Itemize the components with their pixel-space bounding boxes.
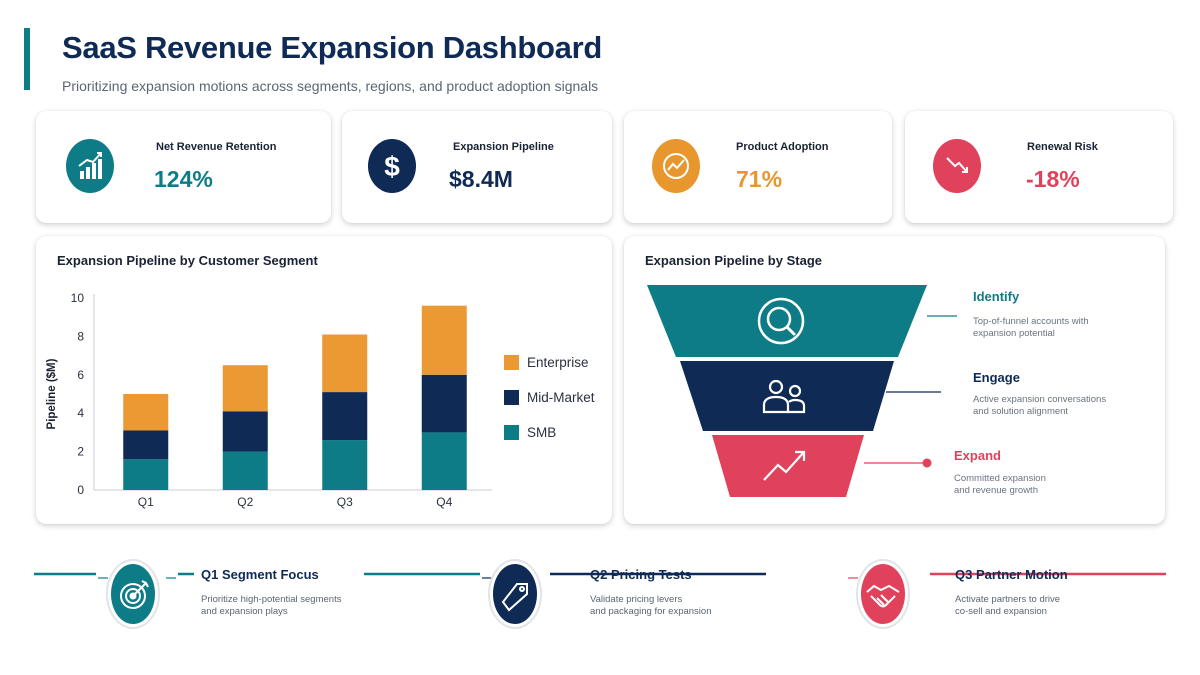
funnel-stage-expand <box>712 435 864 497</box>
legend-swatch <box>504 425 519 440</box>
funnel-stage-engage <box>680 361 894 431</box>
bar-smb-q1 <box>123 459 169 490</box>
magnifier-icon <box>757 297 805 345</box>
users-icon <box>762 379 806 414</box>
funnel-graphic <box>647 285 957 497</box>
bar-mid-market-q1 <box>123 430 169 460</box>
y-tick-label: 0 <box>77 483 84 497</box>
kpi-label: Expansion Pipeline <box>453 141 554 153</box>
page-title: SaaS Revenue Expansion Dashboard <box>62 30 602 65</box>
stage-desc-expand: Committed expansion and revenue growth <box>954 473 1046 496</box>
stage-name-engage: Engage <box>973 370 1020 385</box>
y-tick-label: 6 <box>77 368 84 382</box>
y-axis-label: Pipeline ($M) <box>46 358 58 429</box>
x-tick-label: Q4 <box>436 495 452 509</box>
bar-enterprise-q4 <box>421 305 467 375</box>
roadmap-title-q3: Q3 Partner Motion <box>955 567 1068 582</box>
title-accent-bar <box>24 28 30 90</box>
svg-text:$: $ <box>384 151 400 182</box>
y-tick-label: 2 <box>77 445 84 459</box>
kpi-value: 71% <box>736 166 783 192</box>
roadmap-title-q2: Q2 Pricing Tests <box>590 567 692 582</box>
legend-label: Mid-Market <box>527 390 595 405</box>
roadmap-desc-q2: Validate pricing levers and packaging for… <box>590 594 712 617</box>
kpi-card-expansion-pipeline[interactable]: $ Expansion Pipeline $8.4M <box>342 111 612 223</box>
gauge-icon <box>652 139 700 193</box>
bar-mid-market-q4 <box>421 374 467 433</box>
roadmap-lines <box>34 559 1166 629</box>
bar-enterprise-q3 <box>322 334 368 393</box>
y-tick-label: 10 <box>71 291 85 305</box>
trend-down-icon <box>933 139 981 193</box>
kpi-card-renewal-risk[interactable]: Renewal Risk -18% <box>905 111 1173 223</box>
roadmap-title-q1: Q1 Segment Focus <box>201 567 319 582</box>
bar-smb-q4 <box>421 432 467 490</box>
page-subtitle: Prioritizing expansion motions across se… <box>62 78 599 94</box>
kpi-value: -18% <box>1026 166 1080 192</box>
bar-smb-q2 <box>222 451 268 490</box>
bar-chart-up-icon <box>66 139 114 193</box>
bar-smb-q3 <box>322 440 368 490</box>
y-tick-label: 4 <box>77 406 84 420</box>
bar-mid-market-q2 <box>222 411 268 452</box>
target-icon <box>120 580 149 609</box>
kpi-label: Product Adoption <box>736 141 829 153</box>
roadmap-desc-q3: Activate partners to drive co-sell and ex… <box>955 594 1061 617</box>
kpi-label: Net Revenue Retention <box>156 141 277 153</box>
kpi-value: $8.4M <box>449 166 513 192</box>
legend-swatch <box>504 355 519 370</box>
x-tick-label: Q2 <box>237 495 253 509</box>
funnel-stage-identify <box>647 285 927 357</box>
legend-label: SMB <box>527 425 556 440</box>
bar-mid-market-q3 <box>322 392 368 441</box>
kpi-card-net-revenue-retention[interactable]: Net Revenue Retention 124% <box>36 111 331 223</box>
trend-up-icon <box>763 450 806 481</box>
stage-name-expand: Expand <box>954 448 1001 463</box>
segment-chart-panel: Expansion Pipeline by Customer Segment 0… <box>36 236 612 524</box>
roadmap-desc-q1: Prioritize high-potential segments and ex… <box>201 594 342 617</box>
dollar-icon: $ <box>368 139 416 193</box>
x-tick-label: Q1 <box>138 495 154 509</box>
panel-title: Expansion Pipeline by Stage <box>645 253 822 268</box>
bar-enterprise-q1 <box>123 394 169 431</box>
legend-swatch <box>504 390 519 405</box>
panel-title: Expansion Pipeline by Customer Segment <box>57 253 318 268</box>
x-tick-label: Q3 <box>337 495 353 509</box>
stage-desc-identify: Top-of-funnel accounts with expansion pot… <box>973 316 1089 339</box>
kpi-card-product-adoption[interactable]: Product Adoption 71% <box>624 111 892 223</box>
stage-desc-engage: Active expansion conversations and soluti… <box>973 394 1107 417</box>
segment-bar-chart: 0 2 4 6 8 10 Pipeline ($M) Q1 Q2 Q3 Q4 Enterprise Mi… <box>46 291 595 509</box>
stage-name-identify: Identify <box>973 289 1020 304</box>
legend-label: Enterprise <box>527 355 589 370</box>
handshake-icon <box>866 584 900 608</box>
kpi-value: 124% <box>154 166 213 192</box>
bar-enterprise-q2 <box>222 365 268 412</box>
price-tag-icon <box>501 583 528 612</box>
stage-funnel-panel: Expansion Pipeline by Stage Identify Top… <box>624 236 1165 524</box>
y-tick-label: 8 <box>77 329 84 343</box>
kpi-label: Renewal Risk <box>1027 141 1098 153</box>
